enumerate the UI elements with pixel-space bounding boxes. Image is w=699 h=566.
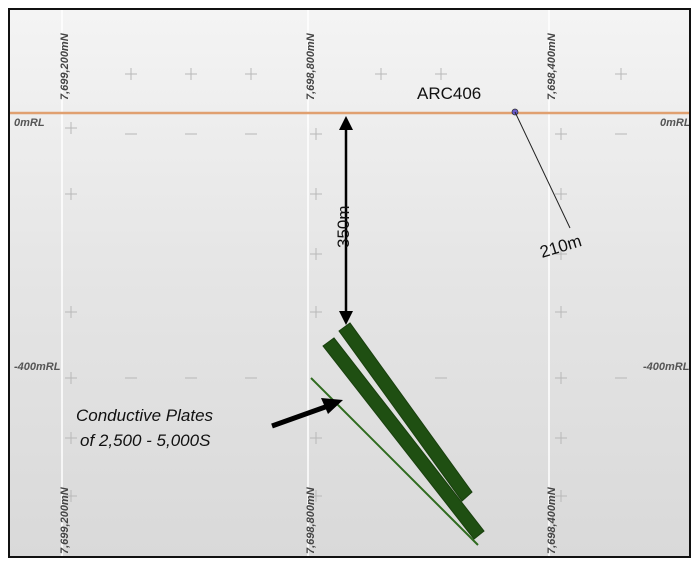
cross-section-view: 7,699,200mN 7,698,800mN 7,698,400mN 7,69… xyxy=(8,8,691,558)
conductive-plate xyxy=(338,322,473,502)
grid-ticks xyxy=(65,68,627,502)
depth-arrow-head-down xyxy=(339,311,353,325)
northing-label-top-2: 7,698,800mN xyxy=(305,32,317,100)
annotation-arrow-head xyxy=(321,398,343,414)
northing-label-top-1: 7,699,200mN xyxy=(59,32,71,100)
rl-label-deep-left: -400mRL xyxy=(14,361,61,373)
annotation-line-1: Conductive Plates xyxy=(76,406,214,425)
northing-label-bottom-2: 7,698,800mN xyxy=(305,486,317,554)
northing-label-bottom-3: 7,698,400mN xyxy=(546,486,558,554)
conductive-plate-edge xyxy=(310,377,479,546)
annotation-arrow-shaft xyxy=(271,403,329,429)
rl-label-surface-right: 0mRL xyxy=(660,117,691,129)
rl-label-surface-left: 0mRL xyxy=(14,117,45,129)
depth-label: 350m xyxy=(334,205,353,248)
depth-arrow-head-up xyxy=(339,116,353,130)
drillhole-name: ARC406 xyxy=(417,84,481,103)
section-svg: 7,699,200mN 7,698,800mN 7,698,400mN 7,69… xyxy=(10,10,691,556)
northing-label-bottom-1: 7,699,200mN xyxy=(59,486,71,554)
annotation-line-2: of 2,500 - 5,000S xyxy=(80,431,211,450)
rl-label-deep-right: -400mRL xyxy=(643,361,690,373)
conductive-plate xyxy=(322,337,485,540)
drillhole-trace xyxy=(514,111,571,229)
northing-label-top-3: 7,698,400mN xyxy=(546,32,558,100)
